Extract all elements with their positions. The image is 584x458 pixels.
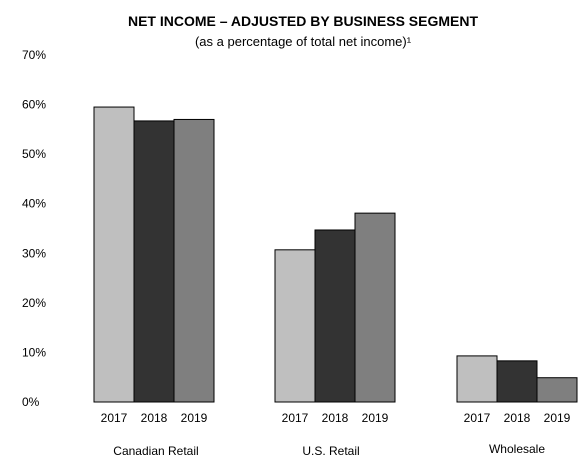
y-tick-label: 70% (22, 48, 46, 62)
chart-title: NET INCOME – ADJUSTED BY BUSINESS SEGMEN… (128, 13, 479, 29)
chart-subtitle: (as a percentage of total net income)¹ (195, 34, 412, 49)
bar-u-s-retail-2019 (354, 212, 396, 403)
x-year-label: 2018 (141, 411, 168, 425)
y-tick-label: 40% (22, 197, 46, 211)
x-year-label: 2017 (464, 411, 491, 425)
y-axis: 0% 10% 20% 30% 40% 50% 60% 70% (22, 48, 46, 409)
x-category-label: Wholesale (489, 442, 545, 456)
x-year-label: 2018 (504, 411, 531, 425)
x-year-label: 2019 (544, 411, 571, 425)
y-tick-label: 0% (22, 395, 40, 409)
bar-wholesale-2017 (456, 355, 498, 403)
x-year-label: 2019 (362, 411, 389, 425)
y-tick-label: 60% (22, 98, 46, 112)
bar-wholesale-2018 (496, 360, 538, 403)
bar-wholesale-2019 (536, 377, 578, 403)
x-category-label: U.S. Retail (302, 444, 359, 458)
bar-u-s-retail-2017 (274, 249, 316, 403)
y-tick-label: 20% (22, 296, 46, 310)
x-year-label: 2019 (181, 411, 208, 425)
x-axis-labels: 2017 2018 2019 Canadian Retail 2017 2018 2019 U… (101, 411, 571, 458)
x-year-label: 2018 (322, 411, 349, 425)
bar-canadian-retail-2019 (173, 118, 215, 403)
bar-canadian-retail-2018 (133, 120, 175, 403)
bars-group (93, 106, 578, 403)
bar-u-s-retail-2018 (314, 229, 356, 403)
x-year-label: 2017 (282, 411, 309, 425)
y-tick-label: 30% (22, 246, 46, 260)
bar-canadian-retail-2017 (93, 106, 135, 403)
x-category-label: Canadian Retail (113, 444, 198, 458)
x-year-label: 2017 (101, 411, 128, 425)
y-tick-label: 50% (22, 147, 46, 161)
y-tick-label: 10% (22, 345, 46, 359)
